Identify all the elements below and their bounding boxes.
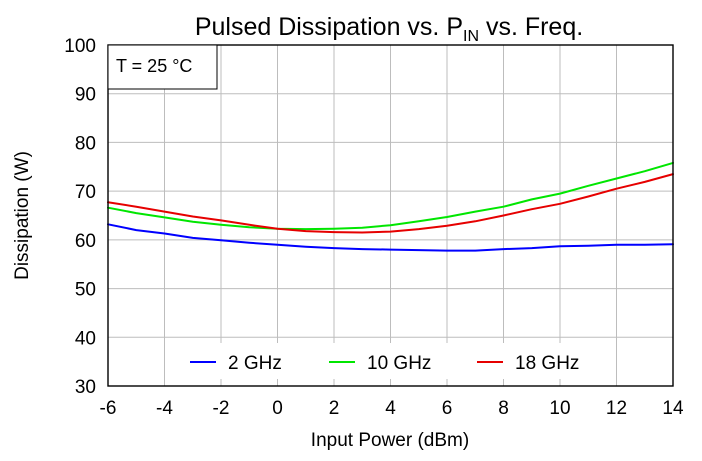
legend-label-10-ghz: 10 GHz <box>367 353 431 374</box>
legend-box <box>178 343 595 379</box>
series-line-18-ghz <box>107 173 674 234</box>
grid <box>108 45 673 386</box>
x-tick-label: -6 <box>100 398 117 419</box>
series-line-2-ghz <box>107 223 674 252</box>
y-tick-label: 50 <box>75 280 96 301</box>
y-tick-label: 60 <box>75 231 96 252</box>
chart-title: Pulsed Dissipation vs. PIN vs. Freq. <box>195 13 583 45</box>
x-tick-label: 2 <box>329 398 340 419</box>
x-tick-label: 14 <box>662 398 684 419</box>
x-tick-label: 8 <box>498 398 509 419</box>
x-tick-label: 12 <box>606 398 627 419</box>
annotation-box: T = 25 °C <box>107 44 218 90</box>
series-line-10-ghz <box>107 161 674 231</box>
y-tick-label: 70 <box>75 182 96 203</box>
x-tick-label: -4 <box>156 398 173 419</box>
legend: 2 GHz 10 GHz 18 GHz <box>178 343 595 379</box>
x-tick-label: 10 <box>549 398 570 419</box>
tick-labels: -6 -4 -2 0 2 4 6 8 10 12 14 30 40 50 60 70 80 90 100 <box>64 36 684 419</box>
y-tick-label: 80 <box>75 133 96 154</box>
series-lines <box>107 161 674 252</box>
y-tick-label: 40 <box>75 328 96 349</box>
y-tick-label: 30 <box>75 377 96 398</box>
legend-label-18-ghz: 18 GHz <box>515 353 579 374</box>
y-tick-label: 100 <box>64 36 96 57</box>
x-tick-label: 4 <box>385 398 396 419</box>
y-tick-label: 90 <box>75 85 96 106</box>
plot-frame <box>107 44 674 387</box>
legend-label-2-ghz: 2 GHz <box>228 353 282 374</box>
y-axis-title: Dissipation (W) <box>12 151 33 280</box>
x-tick-label: 0 <box>272 398 283 419</box>
x-tick-label: 6 <box>442 398 453 419</box>
temperature-annotation: T = 25 °C <box>116 56 192 76</box>
x-axis-title: Input Power (dBm) <box>311 430 469 451</box>
x-tick-label: -2 <box>213 398 230 419</box>
